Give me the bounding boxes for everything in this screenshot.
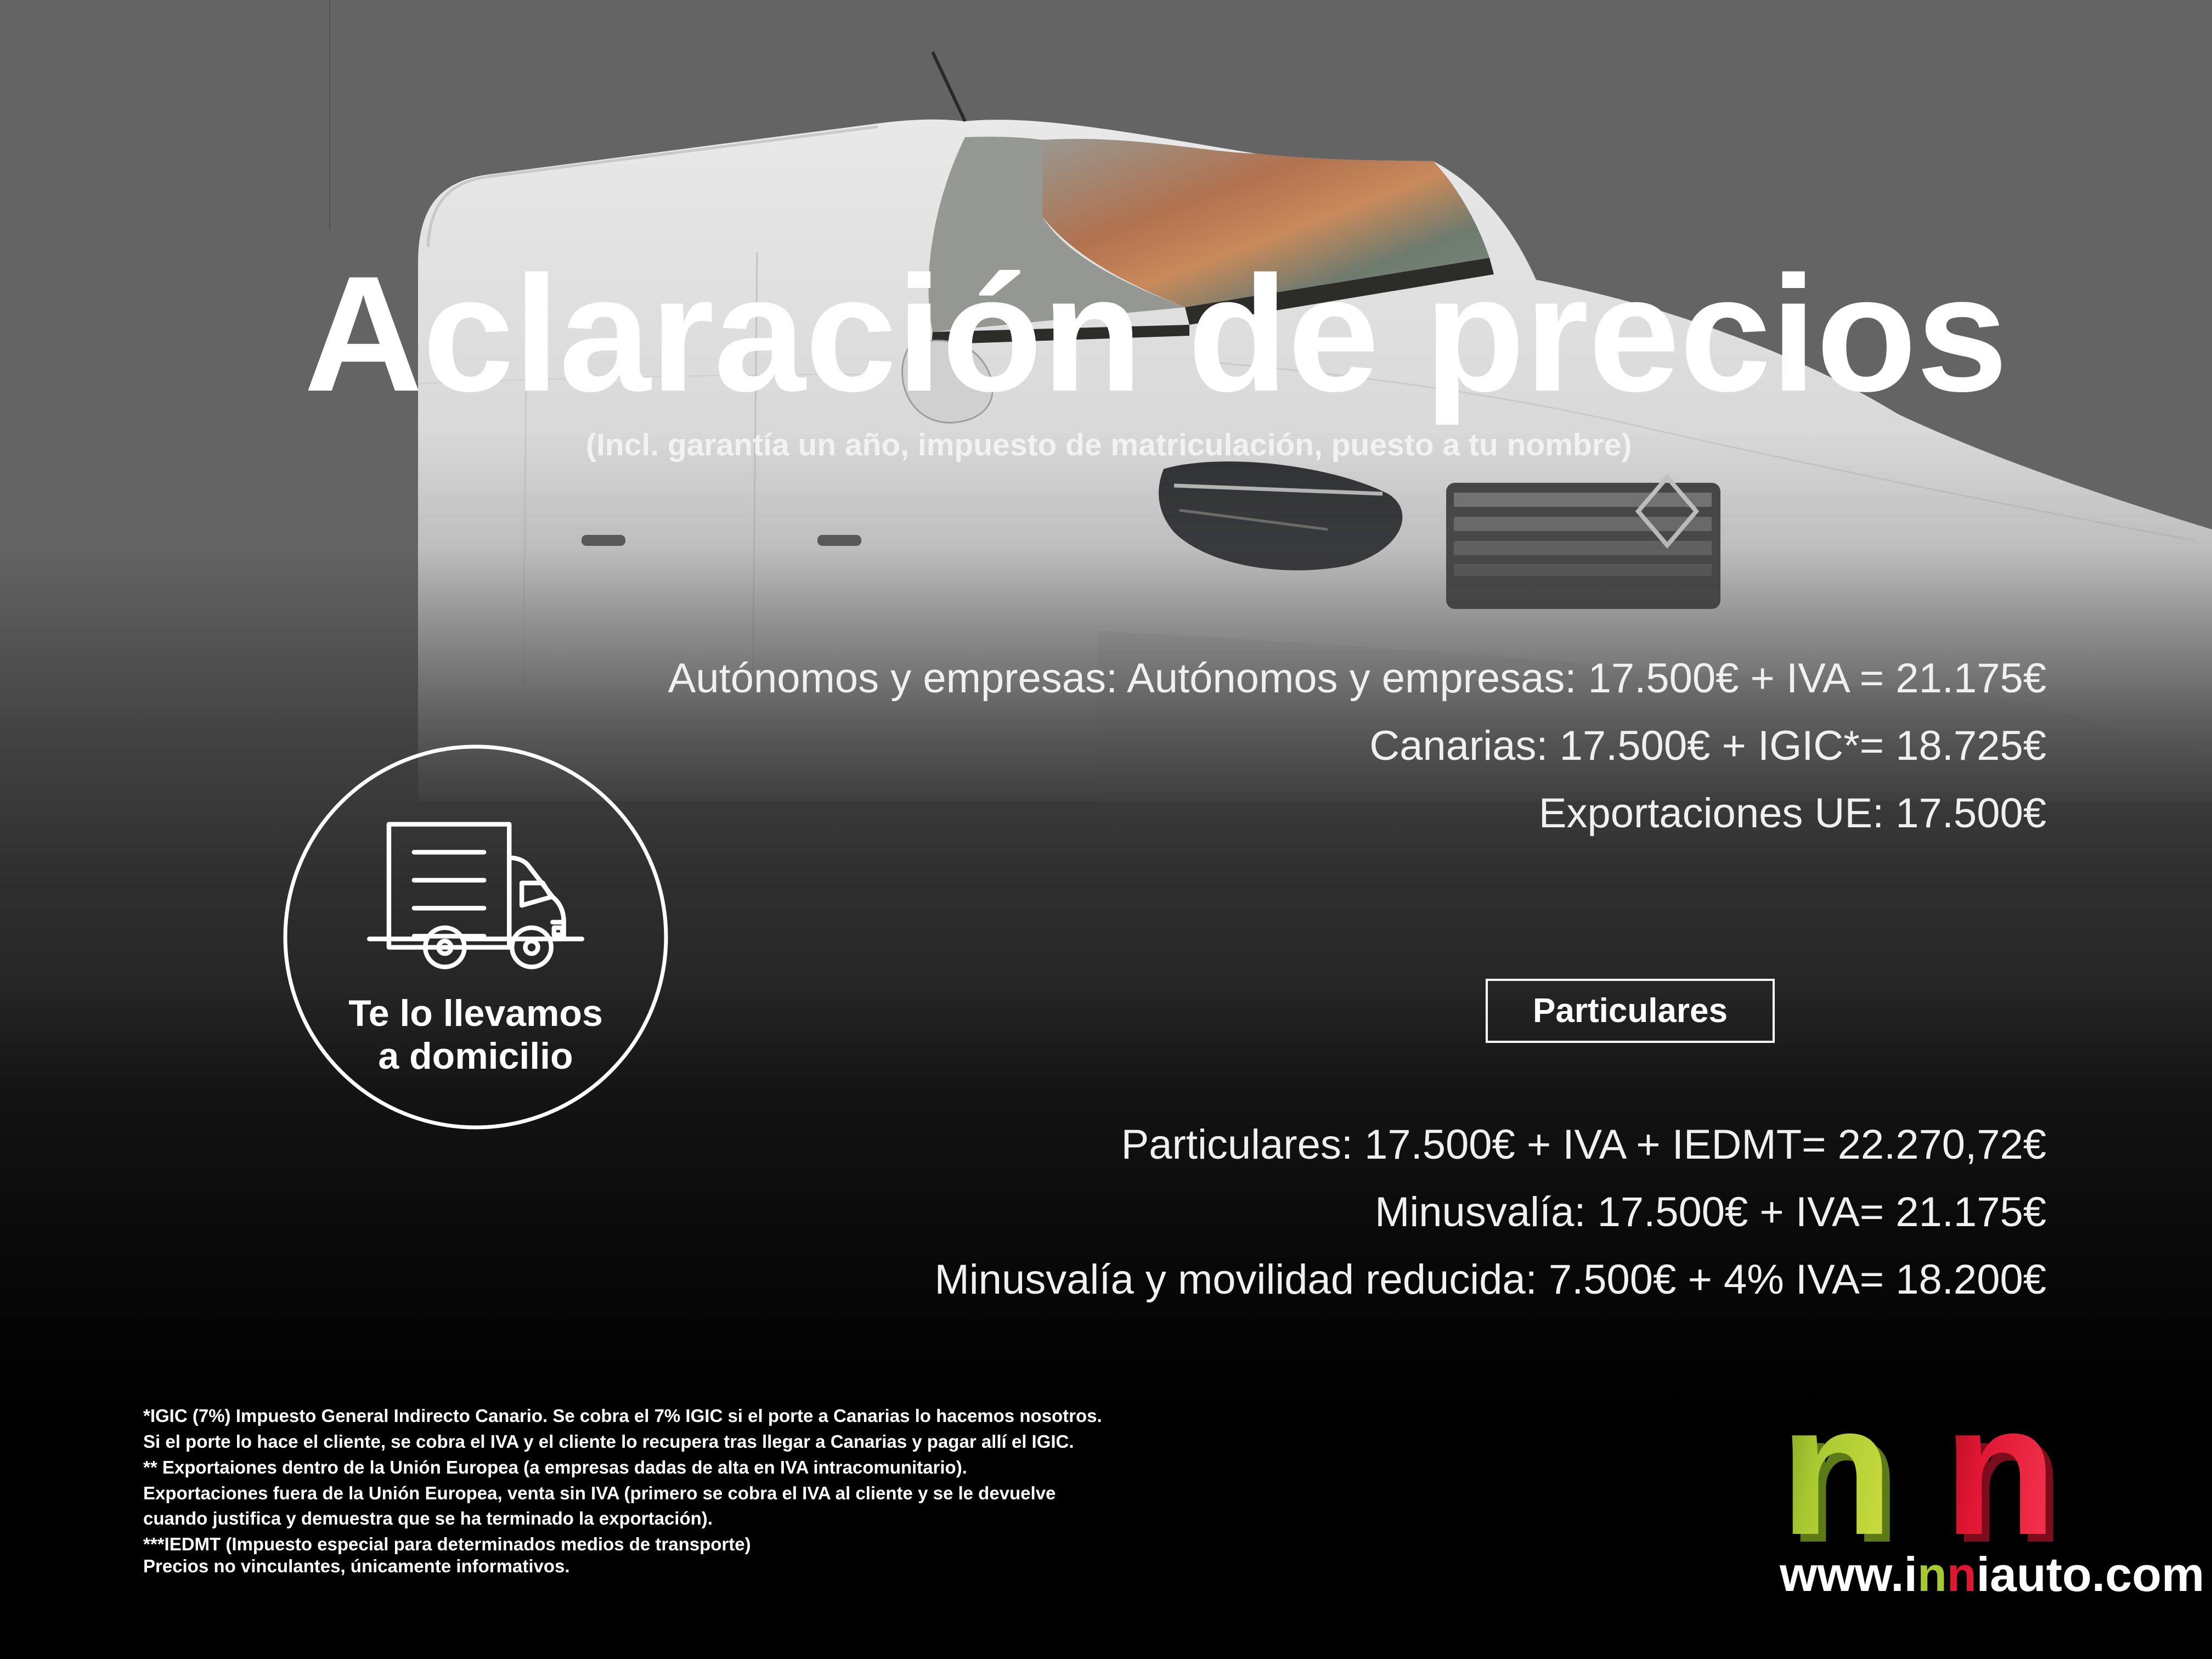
svg-text:n: n — [1780, 1365, 1894, 1574]
svg-text:a domicilio: a domicilio — [378, 1035, 573, 1077]
svg-text:n: n — [1943, 1365, 2057, 1574]
svg-text:Te lo llevamos: Te lo llevamos — [348, 992, 603, 1034]
svg-text:www.inniauto.com: www.inniauto.com — [1779, 1547, 2204, 1601]
